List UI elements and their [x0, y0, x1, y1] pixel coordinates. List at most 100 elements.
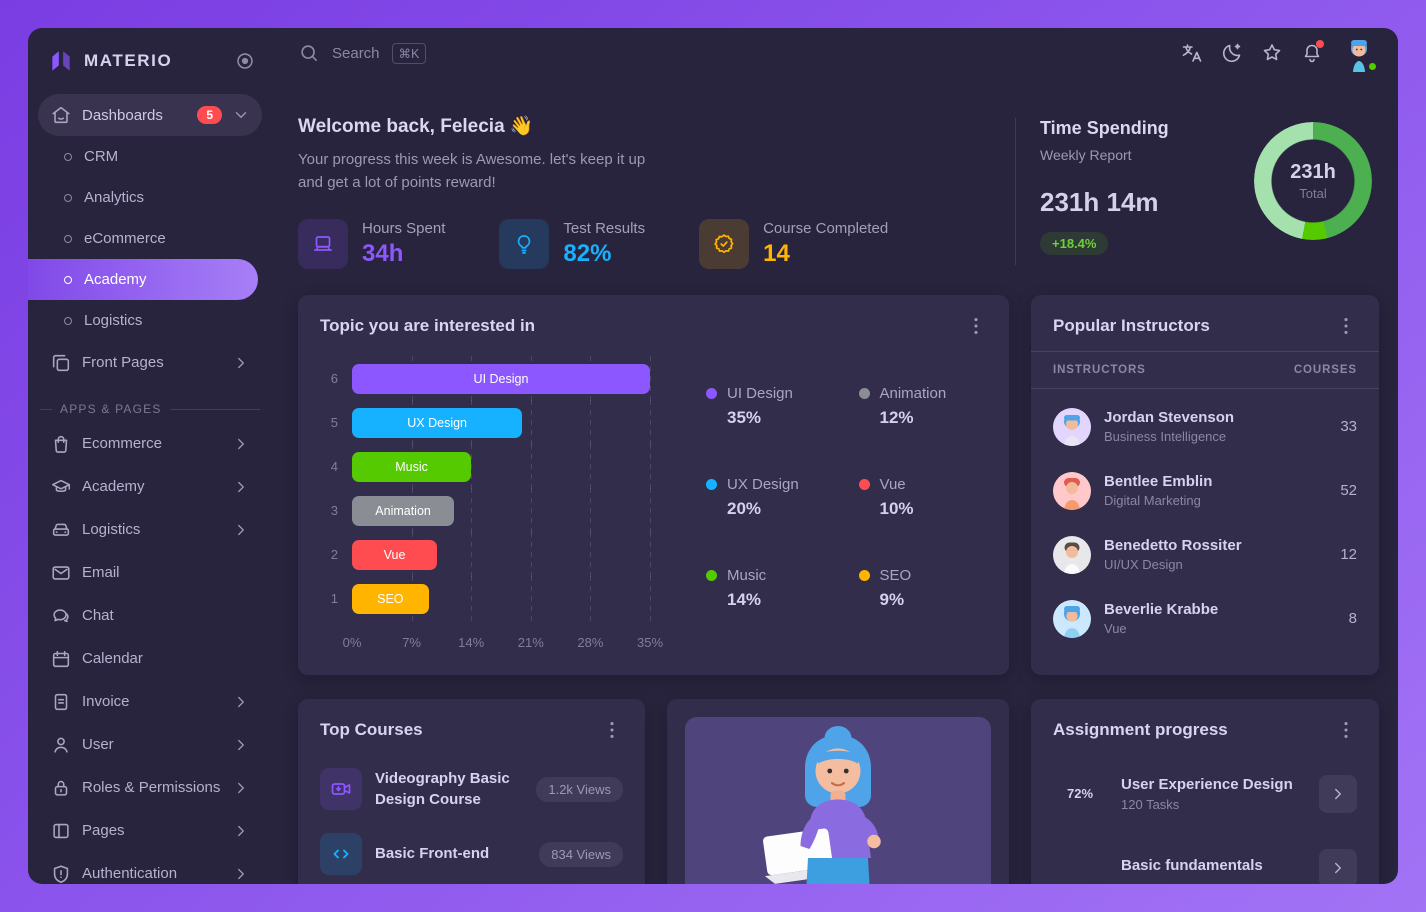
search-shortcut-badge: ⌘K — [391, 42, 427, 64]
sidebar-item-label: Authentication — [82, 865, 178, 882]
sidebar-item-label: Front Pages — [82, 354, 164, 371]
y-axis-label: 1 — [330, 591, 338, 606]
instructors-menu-kebab-icon[interactable] — [1335, 315, 1357, 337]
sidebar-item-ecommerce-dashboard[interactable]: eCommerce — [38, 218, 262, 259]
nav-pin-icon[interactable] — [234, 50, 256, 72]
bullet-icon — [64, 152, 72, 161]
shopping-bag-icon — [54, 435, 68, 453]
x-tick: 21% — [517, 634, 544, 650]
sidebar-item-front-pages[interactable]: Front Pages — [38, 341, 262, 384]
instructor-row[interactable]: Jordan Stevenson Business Intelligence 33 — [1053, 395, 1357, 459]
shortcuts-star-icon[interactable] — [1260, 41, 1284, 65]
progress-ring: 72% — [1053, 767, 1107, 821]
time-spending-trend-badge: +18.4% — [1040, 232, 1109, 255]
sidebar-item-app-ecommerce[interactable]: Ecommerce — [38, 422, 262, 465]
stat-course-completed: Course Completed 14 — [699, 218, 888, 269]
legend-dot — [858, 387, 870, 399]
chevron-right-icon — [238, 481, 244, 492]
chevron-right-icon — [238, 825, 244, 836]
y-axis-label: 4 — [330, 459, 338, 474]
top-section-divider — [1015, 118, 1016, 265]
time-spending-value: 231h 14m — [1040, 187, 1159, 217]
assignment-title: Assignment progress — [1053, 719, 1228, 739]
instructor-row[interactable]: Benedetto Rossiter UI/UX Design 12 — [1053, 523, 1357, 587]
chevron-right-icon — [238, 696, 244, 707]
assignment-next-button[interactable] — [1319, 774, 1357, 813]
sidebar-item-app-academy[interactable]: Academy — [38, 465, 262, 508]
sidebar-item-label: Dashboards — [82, 106, 163, 124]
top-courses-card: Top Courses Videography Basic Design Cou… — [298, 698, 645, 885]
course-count: 52 — [1340, 482, 1357, 499]
sidebar-item-label: Invoice — [82, 693, 130, 710]
legend-dot — [706, 387, 717, 399]
y-axis-label: 2 — [330, 547, 338, 562]
sidebar-item-label: Logistics — [84, 312, 143, 329]
search-placeholder: Search — [332, 44, 380, 62]
topics-bar-chart: 6 UI Design 5 UX Design 4 Music — [320, 355, 663, 655]
top-courses-menu-kebab-icon[interactable] — [601, 719, 623, 741]
sidebar-item-pages[interactable]: Pages — [38, 809, 262, 852]
chevron-right-icon — [238, 524, 244, 535]
badge-check-icon — [699, 218, 750, 269]
search-input[interactable]: Search ⌘K — [298, 42, 427, 64]
sidebar-item-label: Logistics — [82, 521, 141, 538]
student-illustration — [763, 725, 881, 884]
topics-card-title: Topic you are interested in — [320, 315, 536, 335]
donut-center-label: Total — [1299, 186, 1327, 201]
laptop-icon — [298, 218, 348, 269]
topics-menu-kebab-icon[interactable] — [965, 315, 987, 337]
x-tick: 7% — [402, 634, 421, 650]
bullet-icon — [64, 234, 72, 243]
user-avatar[interactable] — [1340, 34, 1378, 72]
course-row[interactable]: Videography Basic Design Course 1.2k Vie… — [320, 757, 623, 823]
online-status-dot — [1367, 61, 1378, 72]
lock-icon — [54, 780, 68, 796]
dark-mode-moon-icon[interactable] — [1220, 41, 1244, 65]
sidebar-item-analytics[interactable]: Analytics — [38, 177, 262, 218]
sidebar-item-authentication[interactable]: Authentication — [38, 852, 262, 884]
sidebar-item-academy-active[interactable]: Academy — [28, 259, 258, 300]
legend-dot — [706, 478, 717, 490]
course-list: Videography Basic Design Course 1.2k Vie… — [298, 755, 645, 885]
sidebar-item-label: Analytics — [84, 189, 145, 206]
sidebar-item-roles-permissions[interactable]: Roles & Permissions — [38, 766, 262, 809]
legend-dot — [706, 569, 717, 581]
sidebar-item-app-logistics[interactable]: Logistics — [38, 508, 262, 551]
legend-item: Animation 12% — [858, 385, 982, 428]
home-icon — [52, 106, 70, 124]
sidebar-section-apps-pages: APPS & PAGES — [40, 402, 260, 416]
sidebar-item-invoice[interactable]: Invoice — [38, 680, 262, 723]
chevron-right-icon — [238, 739, 244, 750]
sidebar-item-label: Email — [82, 564, 120, 581]
sidebar-item-logistics-dashboard[interactable]: Logistics — [38, 300, 262, 341]
instructor-row[interactable]: Beverlie Krabbe Vue 8 — [1053, 587, 1357, 651]
sidebar-item-label: User — [82, 736, 114, 753]
notifications-bell-icon[interactable] — [1300, 40, 1324, 65]
sidebar-item-crm[interactable]: CRM — [38, 136, 262, 177]
language-translate-icon[interactable] — [1180, 41, 1204, 65]
assignment-menu-kebab-icon[interactable] — [1335, 719, 1357, 741]
sidebar-item-label: Academy — [82, 478, 145, 495]
time-spending-donut-chart: 231h Total — [1254, 122, 1372, 240]
x-tick: 0% — [342, 634, 362, 650]
stat-label: Hours Spent — [362, 219, 446, 237]
sidebar-item-calendar[interactable]: Calendar — [38, 637, 262, 680]
course-row[interactable]: Basic Front-end 834 Views — [320, 822, 623, 884]
bullet-icon — [64, 275, 72, 284]
chevron-right-icon — [238, 782, 244, 793]
sidebar-item-dashboards[interactable]: Dashboards 5 — [38, 94, 262, 136]
bar-row: 4 Music — [320, 443, 651, 490]
bar-row: 6 UI Design — [320, 355, 651, 402]
app-window: MATERIO Dashboards 5 CRM Analytics — [28, 28, 1398, 884]
sidebar-item-chat[interactable]: Chat — [38, 594, 262, 637]
time-spending-donut — [1254, 122, 1372, 240]
bar-vue: Vue — [352, 539, 438, 570]
assignment-next-button[interactable] — [1319, 848, 1357, 884]
sidebar-item-email[interactable]: Email — [38, 551, 262, 594]
instructor-row[interactable]: Bentlee Emblin Digital Marketing 52 — [1053, 459, 1357, 523]
topbar: Search ⌘K — [272, 28, 1398, 78]
welcome-title: Welcome back, Felecia 👋 — [298, 116, 534, 137]
assignment-progress-card: Assignment progress 72% User E — [1031, 698, 1379, 884]
sidebar-item-user[interactable]: User — [38, 723, 262, 766]
y-axis-label: 6 — [330, 371, 338, 386]
